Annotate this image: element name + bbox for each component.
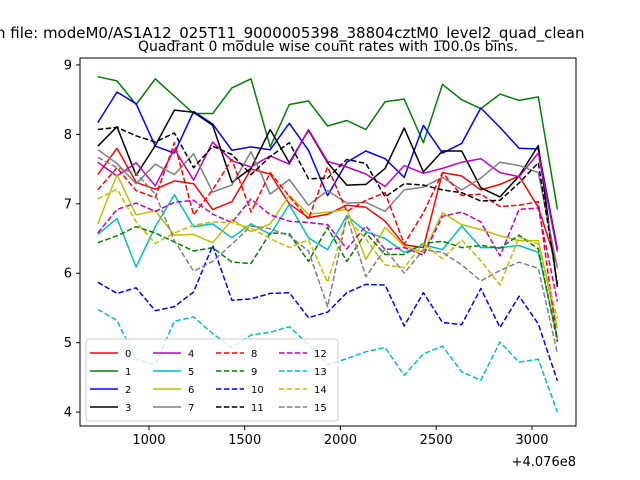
legend-label-0: 0 [125, 349, 131, 360]
series-line-5 [97, 194, 559, 338]
legend-box [85, 338, 339, 422]
y-tick-label: 4 [64, 406, 72, 421]
series-layer [97, 75, 559, 413]
legend-label-6: 6 [188, 385, 194, 396]
legend-label-11: 11 [251, 403, 264, 414]
x-tick-label: 3000 [515, 433, 548, 448]
series-line-8 [97, 141, 559, 343]
series-line-3 [97, 109, 559, 288]
y-tick-label: 5 [64, 336, 72, 351]
series-line-4 [97, 128, 559, 252]
legend-label-3: 3 [125, 403, 131, 414]
y-tick-label: 8 [64, 128, 72, 143]
x-tick-label: 1000 [132, 433, 165, 448]
series-line-0 [97, 147, 559, 267]
x-tick-label: 2500 [420, 433, 453, 448]
x-tick-label: 2000 [324, 433, 357, 448]
y-tick-label: 7 [64, 197, 72, 212]
figure-suptitle: n file: modeM0/AS1A12_025T11_9000005398_… [0, 24, 585, 43]
series-line-2 [97, 91, 559, 250]
y-tick-label: 9 [64, 58, 72, 73]
x-offset-label: +4.076e8 [512, 455, 576, 470]
x-axis: 1000 1500 2000 2500 3000 [132, 426, 549, 448]
legend-label-14: 14 [314, 385, 327, 396]
series-line-10 [97, 244, 559, 382]
legend-label-1: 1 [125, 367, 131, 378]
legend-label-5: 5 [188, 367, 194, 378]
legend-label-9: 9 [251, 367, 257, 378]
legend-label-7: 7 [188, 403, 194, 414]
x-tick-label: 1500 [228, 433, 261, 448]
plot-area [79, 57, 577, 427]
y-tick-label: 6 [64, 267, 72, 282]
series-line-6 [97, 173, 559, 329]
legend-label-4: 4 [188, 349, 194, 360]
legend-label-12: 12 [314, 349, 327, 360]
series-line-15 [97, 156, 559, 354]
legend-label-10: 10 [251, 385, 264, 396]
legend-label-15: 15 [314, 403, 327, 414]
axes-frame [79, 57, 577, 427]
series-line-7 [97, 149, 559, 269]
series-line-14 [97, 188, 559, 319]
legend-label-13: 13 [314, 367, 327, 378]
series-line-11 [97, 126, 559, 285]
series-line-12 [97, 198, 559, 302]
y-axis: 4 5 6 7 8 9 [64, 58, 80, 421]
legend-label-8: 8 [251, 349, 257, 360]
chart-title: Quadrant 0 module wise count rates with … [138, 39, 518, 55]
legend-label-2: 2 [125, 385, 131, 396]
